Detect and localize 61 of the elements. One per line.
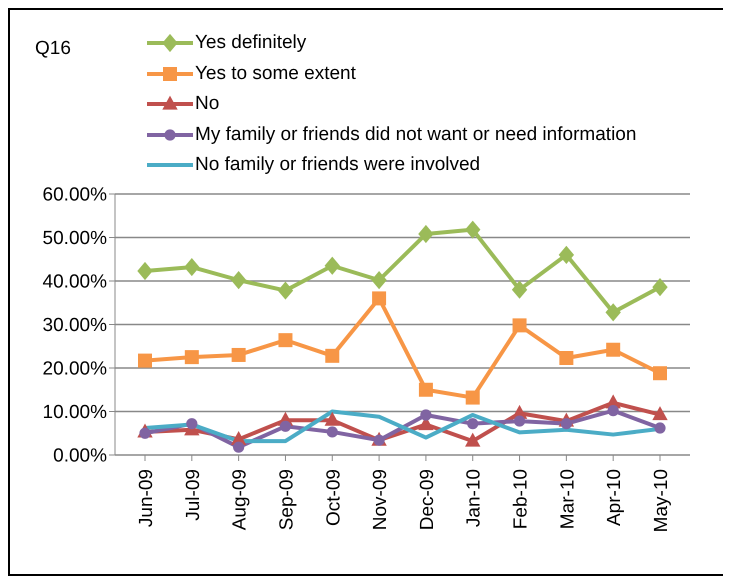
point <box>324 256 340 275</box>
point <box>137 262 153 280</box>
point <box>280 420 292 432</box>
y-tick-label: 30.00% <box>42 315 108 336</box>
point <box>324 412 340 426</box>
point <box>514 415 526 427</box>
point <box>371 271 387 290</box>
point <box>512 318 527 332</box>
point <box>558 246 574 264</box>
point <box>654 422 666 434</box>
point <box>652 278 668 296</box>
x-tick-label: Jul-09 <box>182 469 204 521</box>
x-tick-label: Jan-10 <box>464 469 485 528</box>
x-tick-label: Jun-09 <box>136 469 157 528</box>
point <box>559 350 574 365</box>
point <box>608 405 619 416</box>
y-tick-label: 0.00% <box>53 446 108 467</box>
point <box>418 382 433 397</box>
point <box>466 390 480 405</box>
x-tick-label: May-10 <box>651 469 672 532</box>
point <box>420 409 432 421</box>
point <box>278 281 294 300</box>
x-tick-label: Mar-10 <box>557 469 578 530</box>
x-tick-label: Oct-09 <box>323 469 344 526</box>
y-tick-label: 40.00% <box>42 272 108 293</box>
x-tick-label: Nov-09 <box>370 469 392 530</box>
x-tick-label: Aug-09 <box>230 469 251 530</box>
y-tick-label: 50.00% <box>42 228 108 250</box>
point <box>606 342 620 357</box>
point <box>232 348 246 362</box>
legend-label: No family or friends were involved <box>195 153 480 177</box>
chart-title: Q16 <box>35 38 71 60</box>
legend-label: Yes to some extent <box>195 62 356 86</box>
x-tick-label: Apr-10 <box>604 469 626 526</box>
point <box>465 432 480 447</box>
legend-label: No <box>195 92 220 116</box>
point <box>325 348 340 363</box>
point <box>326 426 338 438</box>
point <box>278 333 292 348</box>
point <box>418 224 434 244</box>
point <box>230 271 246 290</box>
y-tick-label: 60.00% <box>42 184 108 206</box>
y-tick-label: 20.00% <box>42 358 108 380</box>
x-tick-label: Sep-09 <box>276 469 298 530</box>
point <box>184 258 200 276</box>
x-tick-label: Dec-09 <box>416 469 438 530</box>
point <box>184 350 199 364</box>
point <box>465 220 480 239</box>
point <box>467 418 478 430</box>
point <box>512 280 528 299</box>
point <box>653 366 667 380</box>
point <box>372 291 386 306</box>
legend-label: Yes definitely <box>195 31 306 55</box>
x-tick-label: Feb-10 <box>510 469 532 530</box>
point <box>652 406 668 420</box>
legend-label: My family or friends did not want or need information <box>195 122 636 146</box>
point <box>138 354 152 368</box>
point <box>605 303 621 322</box>
y-tick-label: 10.00% <box>42 402 108 424</box>
point <box>233 442 244 453</box>
point <box>186 418 198 430</box>
